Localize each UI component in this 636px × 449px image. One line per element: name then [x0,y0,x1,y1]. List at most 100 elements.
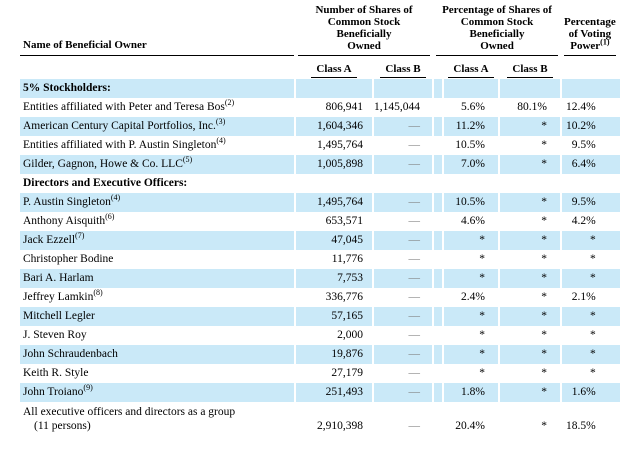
owner-name: American Century Capital Portfolios, Inc… [23,120,216,132]
cell-pct-class-b [500,79,560,98]
cell-shares-class-a [296,174,372,193]
cell-shares-class-a: 47,045 [296,231,372,250]
cell-shares-class-a: 336,776 [325,291,363,303]
column-header-percentage-group: Percentage of Shares of Common Stock Ben… [434,4,560,56]
cell-shares-class-b: 1,145,044 [374,101,420,113]
column-header-shares-class-a: Class A [296,56,372,79]
cell-spacer [434,250,442,269]
cell-shares-class-a: 1,604,346 [296,117,372,136]
cell-voting-power: 9.5% [571,139,596,151]
cell-shares-class-b [374,79,432,98]
cell-shares-class-b: — [374,269,432,288]
group-header-row: Name of Beneficial Owner Number of Share… [20,4,620,56]
cell-shares-class-a: 7,753 [296,269,372,288]
cell-pct-class-b: * [500,193,560,212]
table-row: Entities affiliated with Peter and Teres… [20,98,620,117]
cell-pct-class-b: * [500,155,560,174]
cell-spacer [434,326,442,345]
cell-voting-power: 1.6% [562,383,620,402]
cell-shares-class-a: 1,495,764 [317,139,363,151]
owner-name: Directors and Executive Officers: [23,177,188,189]
footnote-ref: (4) [110,193,121,203]
cell-owner-name: Jack Ezzell(7) [20,231,294,250]
table-row: Keith R. Style 27,179 — * * * [20,364,620,383]
empty-header-cell [562,56,620,79]
footnote-ref: (6) [105,212,115,222]
table-row: Gilder, Gagnon, Howe & Co. LLC(5) 1,005,… [20,155,620,174]
cell-owner-name: Jeffrey Lamkin(8) [20,288,294,307]
cell-voting-power: 4.2% [571,215,596,227]
cell-shares-class-b: — [408,139,421,151]
cell-owner-name: Gilder, Gagnon, Howe & Co. LLC(5) [20,155,294,174]
cell-pct-class-b: * [541,215,547,227]
cell-owner-name: Entities affiliated with P. Austin Singl… [20,136,294,155]
cell-shares-class-b: — [374,155,432,174]
cell-voting-power: * [589,367,596,379]
table-row: Bari A. Harlam 7,753 — * * * [20,269,620,288]
owner-name: Entities affiliated with P. Austin Singl… [23,139,217,151]
cell-voting-power [562,174,620,193]
cell-pct-class-b [500,174,560,193]
cell-pct-class-a: 2.4% [461,291,485,303]
cell-pct-class-b: 80.1% [517,101,547,113]
cell-pct-class-b: * [541,253,547,265]
cell-owner-name: Christopher Bodine [20,250,294,269]
document-page: Name of Beneficial Owner Number of Share… [0,4,636,436]
footnote-ref: (9) [83,383,93,393]
cell-pct-class-a: * [479,253,485,265]
cell-voting-power: 6.4% [562,155,620,174]
footnote-ref: (2) [224,98,235,108]
cell-pct-class-b: * [500,231,560,250]
cell-voting-power: 18.5% [566,420,596,432]
cell-owner-name: All executive officers and directors as … [20,402,294,436]
owner-name: All executive officers and directors as … [23,406,236,418]
cell-shares-class-a: 806,941 [325,101,363,113]
cell-pct-class-a: * [479,367,485,379]
cell-shares-class-a: 27,179 [331,367,363,379]
table-row: 5% Stockholders: [20,79,620,98]
cell-voting-power: * [562,307,620,326]
footnote-ref: (3) [215,117,226,127]
cell-owner-name: Directors and Executive Officers: [20,174,294,193]
owner-name-line2: (11 persons) [34,420,91,432]
cell-voting-power: * [589,253,596,265]
cell-pct-class-a: 5.6% [461,101,485,113]
cell-pct-class-b: * [500,345,560,364]
cell-pct-class-b: * [541,139,547,151]
cell-pct-class-a: 10.5% [455,139,485,151]
cell-pct-class-b: * [541,420,547,432]
cell-owner-name: Entities affiliated with Peter and Teres… [20,98,294,117]
footnote-ref: (5) [182,155,193,165]
cell-shares-class-a: 1,495,764 [296,193,372,212]
table-row: Anthony Aisquith(6) 653,571 — 4.6% * 4.2… [20,212,620,231]
table-row: Jack Ezzell(7) 47,045 — * * * [20,231,620,250]
cell-voting-power: 9.5% [562,193,620,212]
owner-name: Christopher Bodine [23,253,114,265]
cell-shares-class-b: — [408,420,421,432]
cell-pct-class-a: 10.5% [444,193,498,212]
cell-spacer [434,174,442,193]
owner-name: John Troiano [23,386,84,398]
cell-pct-class-a [444,79,498,98]
footnote-ref: (1) [600,37,610,47]
class-header-row: Class A Class B Class A Class B [20,56,620,79]
owner-name: Gilder, Gagnon, Howe & Co. LLC [23,158,183,170]
table-row: J. Steven Roy 2,000 — * * * [20,326,620,345]
spacer-header-cell [434,56,442,79]
cell-shares-class-a: 19,876 [296,345,372,364]
cell-shares-class-a: 251,493 [296,383,372,402]
table-row: All executive officers and directors as … [20,402,620,436]
cell-shares-class-a: 57,165 [296,307,372,326]
cell-pct-class-b: * [541,367,547,379]
cell-voting-power: * [562,345,620,364]
table-row: John Schraudenbach 19,876 — * * * [20,345,620,364]
cell-pct-class-a: 4.6% [461,215,485,227]
cell-voting-power: * [562,231,620,250]
cell-spacer [434,269,442,288]
cell-pct-class-a [444,174,498,193]
cell-shares-class-b: — [408,291,421,303]
owner-name: 5% Stockholders: [23,82,111,94]
cell-voting-power [562,79,620,98]
cell-spacer [434,364,442,383]
table-row: Directors and Executive Officers: [20,174,620,193]
